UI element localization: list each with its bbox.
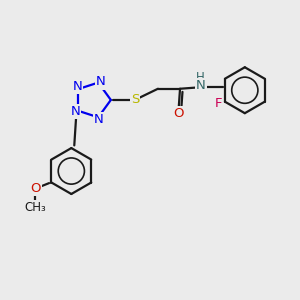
Text: N: N xyxy=(96,76,106,88)
Text: O: O xyxy=(173,107,184,120)
Text: N: N xyxy=(94,113,104,126)
Text: N: N xyxy=(196,79,206,92)
Text: H: H xyxy=(196,71,205,84)
Text: CH₃: CH₃ xyxy=(24,201,46,214)
Text: O: O xyxy=(30,182,40,195)
Text: N: N xyxy=(72,80,82,93)
Text: N: N xyxy=(70,105,80,118)
Text: F: F xyxy=(215,97,222,110)
Text: S: S xyxy=(131,93,139,106)
